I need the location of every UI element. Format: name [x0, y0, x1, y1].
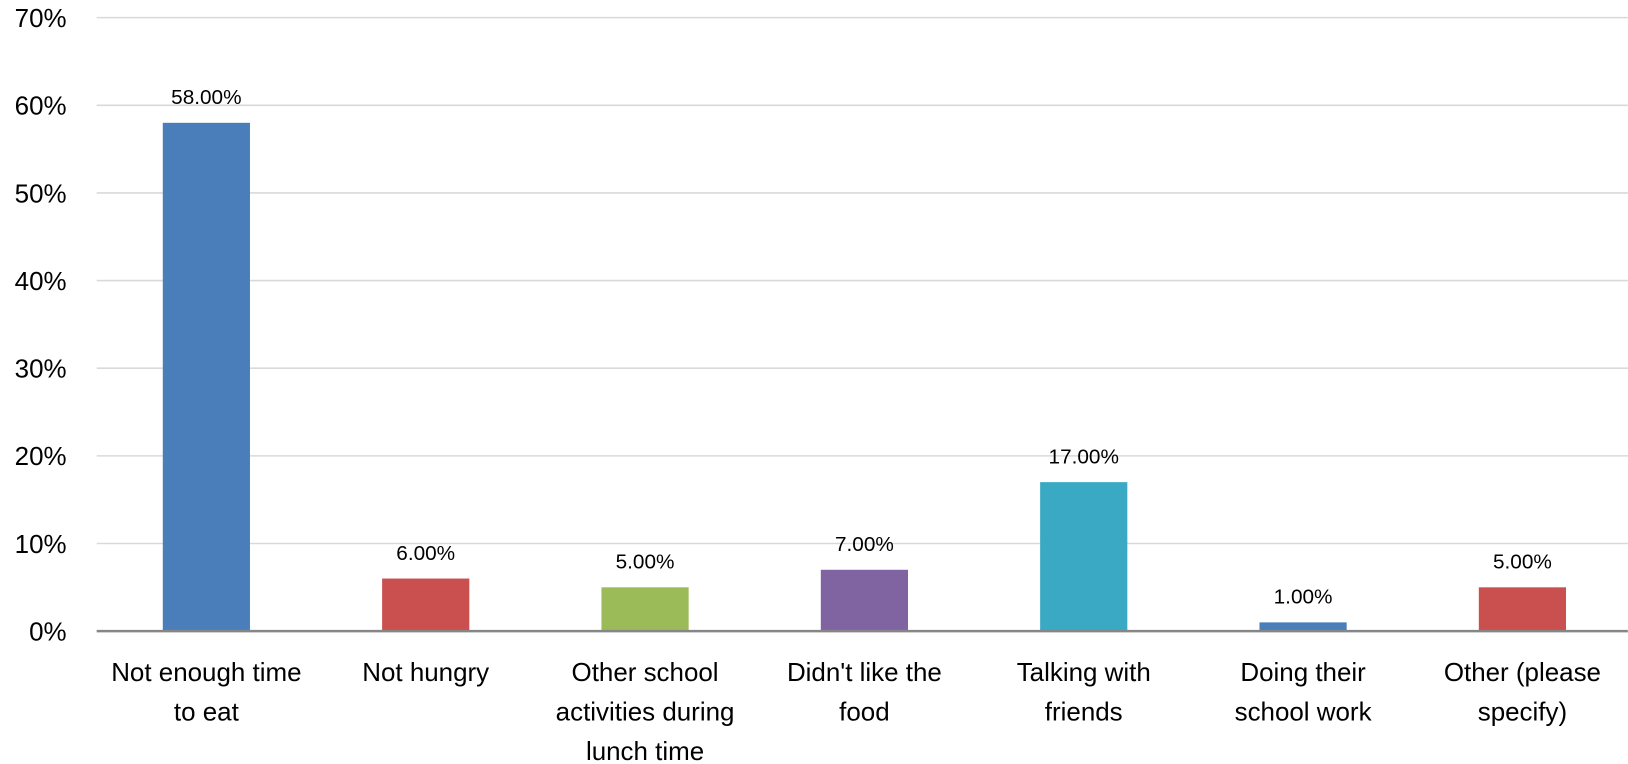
- x-tick-label: Other (please specify): [1444, 659, 1601, 726]
- bar: [601, 587, 689, 632]
- bar: [1040, 482, 1128, 632]
- x-tick-label: Other school activities during lunch time: [556, 659, 735, 764]
- bar: [1259, 622, 1347, 632]
- y-tick-label: 50%: [15, 180, 67, 208]
- x-tick-line: Other school: [572, 659, 719, 687]
- x-tick-line: school work: [1235, 698, 1372, 726]
- x-tick-line: Not hungry: [362, 659, 489, 687]
- x-tick-line: Didn't like the: [787, 659, 942, 687]
- x-tick-line: to eat: [174, 698, 240, 726]
- x-tick-line: activities during: [556, 698, 735, 726]
- value-label: 17.00%: [1049, 445, 1119, 468]
- x-tick-line: Not enough time: [111, 659, 301, 687]
- y-tick-label: 10%: [15, 531, 67, 559]
- value-label: 7.00%: [835, 533, 894, 556]
- value-label: 6.00%: [396, 542, 455, 565]
- x-tick-label: Doing their school work: [1235, 659, 1372, 726]
- bar: [382, 578, 470, 632]
- y-tick-label: 30%: [15, 356, 67, 384]
- x-tick-line: Talking with: [1017, 659, 1151, 687]
- y-tick-label: 20%: [15, 443, 67, 471]
- bar: [162, 122, 250, 632]
- value-label: 5.00%: [1493, 551, 1552, 574]
- x-tick-line: Other (please: [1444, 659, 1601, 687]
- value-label: 1.00%: [1274, 586, 1333, 609]
- value-label: 58.00%: [171, 86, 241, 109]
- x-tick-label: Didn't like the food: [787, 659, 942, 726]
- x-tick-label: Talking with friends: [1017, 659, 1151, 726]
- x-tick-line: specify): [1478, 698, 1567, 726]
- y-tick-label: 40%: [15, 268, 67, 296]
- y-tick-label: 60%: [15, 93, 67, 121]
- x-tick-line: Doing their: [1240, 659, 1366, 687]
- x-tick-label: Not enough time to eat: [111, 659, 301, 726]
- x-tick-line: food: [839, 698, 889, 726]
- y-tick-label: 70%: [15, 5, 67, 33]
- bar: [820, 569, 908, 632]
- x-tick-line: lunch time: [586, 738, 704, 764]
- y-tick-label: 0%: [29, 618, 67, 646]
- bar: [1478, 587, 1567, 632]
- x-tick-label: Not hungry: [362, 659, 489, 687]
- value-label: 5.00%: [616, 551, 675, 574]
- x-tick-line: friends: [1045, 698, 1123, 726]
